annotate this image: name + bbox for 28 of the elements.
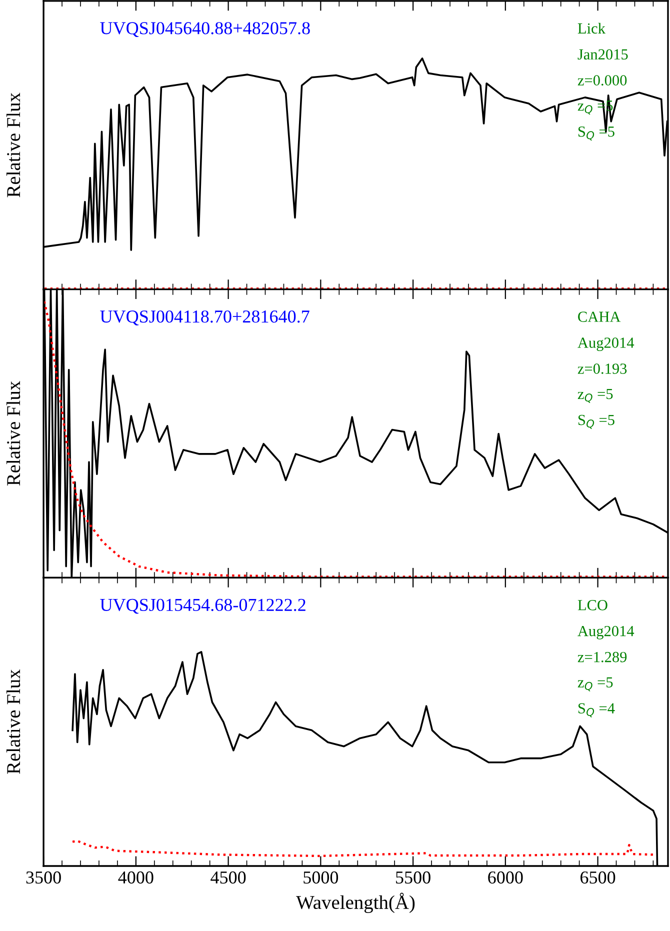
x-tick-label: 6500 [580, 871, 616, 884]
annotation: z=1.289 [578, 652, 627, 662]
x-tick-label: 5000 [304, 871, 338, 884]
y-axis-title: Relative Flux [6, 669, 20, 774]
annotation: z=0.000 [578, 75, 627, 86]
annotation: Jan2015 [578, 49, 628, 60]
x-tick-label: 4000 [118, 871, 154, 884]
annotation: S$_{Q}$ =5 [578, 414, 614, 429]
y-axis-title: Relative Flux [6, 92, 20, 198]
annotation: Aug2014 [578, 338, 634, 352]
x-tick-label: 6000 [488, 871, 523, 884]
text: Aug2014 [578, 626, 634, 640]
x-tick-label: 5500 [396, 871, 430, 884]
annotation: S$_{Q}$ =5 [578, 126, 614, 140]
text: LCO [578, 600, 608, 610]
x-tick-label: 3500 [26, 871, 61, 884]
chart-title: UVQSJ045640.88+482057.8 [100, 22, 310, 38]
chart-title: UVQSJ015454.68-071222.2 [100, 598, 306, 614]
annotation: z$_{Q}$ =5 [578, 677, 613, 692]
text: Lick [578, 22, 606, 34]
annotation: z$_{Q}$ =5 [578, 388, 613, 403]
annotation: S$_{Q}$ =4 [578, 703, 615, 718]
annotation: z=0.193 [578, 364, 627, 374]
annotation: CAHA [578, 312, 621, 322]
text: UVQSJ004118.70+281640.7 [100, 310, 310, 326]
x-tick-label: 4500 [210, 871, 246, 884]
y-axis-title: Relative Flux [6, 381, 20, 486]
x-axis-title: Wavelength(Å) [296, 892, 415, 914]
